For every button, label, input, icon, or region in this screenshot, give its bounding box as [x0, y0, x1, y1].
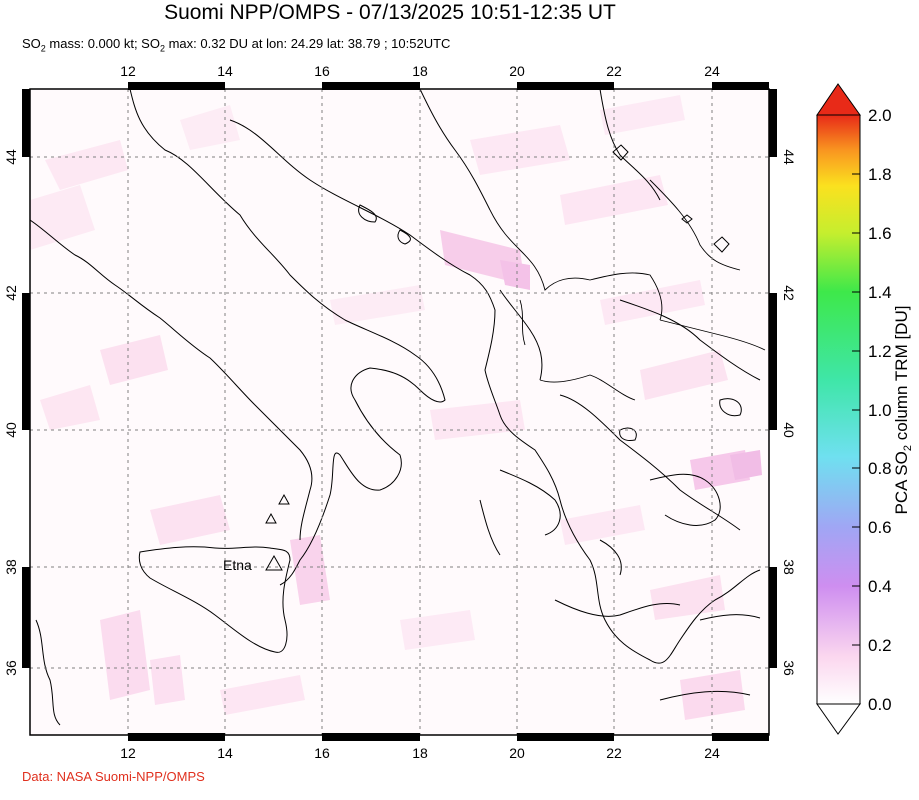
lat-tick-right: 36: [781, 660, 797, 676]
map-subtitle: SO2 mass: 0.000 kt; SO2 max: 0.32 DU at …: [22, 36, 451, 54]
colorbar-label: 0.2: [868, 636, 892, 655]
borders: [489, 179, 766, 401]
lon-tick-top: 22: [606, 63, 622, 79]
lon-tick-bottom: 24: [704, 745, 720, 761]
lon-tick-bottom: 22: [606, 745, 622, 761]
lat-tick-left: 44: [3, 149, 19, 165]
lat-ticks-right: 44 42 40 38 36: [781, 149, 797, 676]
volcano-marker-stromboli: [278, 493, 290, 505]
map-title: Suomi NPP/OMPS - 07/13/2025 10:51-12:35 …: [164, 1, 616, 24]
colorbar-bottom-arrow: [816, 703, 861, 735]
diamond-marker-c: [681, 214, 693, 224]
lon-tick-top: 18: [412, 63, 428, 79]
lon-tick-bottom: 12: [120, 745, 136, 761]
lat-ticks-left: 44 42 40 38 36: [3, 149, 19, 676]
colorbar-label: 0.8: [868, 459, 892, 478]
colorbar-label: 0.6: [868, 518, 892, 537]
lat-tick-left: 38: [3, 559, 19, 575]
lat-tick-right: 38: [781, 559, 797, 575]
data-credit: Data: NASA Suomi-NPP/OMPS: [22, 769, 205, 784]
colorbar-label: 0.0: [868, 695, 892, 714]
volcano-marker-vulcano: [265, 512, 277, 524]
lon-tick-bottom: 20: [509, 745, 525, 761]
lon-tick-bottom: 14: [217, 745, 233, 761]
colorbar-top-arrow: [816, 83, 861, 116]
colorbar-ticks: [852, 114, 860, 705]
volcano-label-etna: Etna: [223, 557, 252, 573]
frame-bars: [22, 82, 777, 741]
colorbar-label: 0.4: [868, 577, 892, 596]
so2-swaths: [30, 95, 762, 720]
colorbar: PCA SO2 column TRM [DU]: [816, 83, 914, 735]
lat-tick-right: 42: [781, 285, 797, 301]
diamond-marker-a: [612, 144, 629, 161]
diamond-marker-b: [713, 236, 730, 253]
colorbar-title: PCA SO2 column TRM [DU]: [892, 306, 914, 515]
lon-tick-bottom: 16: [314, 745, 330, 761]
coastlines: [30, 89, 761, 726]
colorbar-label: 1.4: [868, 283, 892, 302]
volcano-marker-etna: [265, 554, 283, 571]
colorbar-label: 1.6: [868, 224, 892, 243]
lat-tick-right: 44: [781, 149, 797, 165]
colorbar-label: 1.0: [868, 401, 892, 420]
volcano-markers: [265, 144, 730, 571]
lat-tick-right: 40: [781, 422, 797, 438]
colorbar-label: 1.8: [868, 165, 892, 184]
colorbar-label: 1.2: [868, 342, 892, 361]
lon-tick-top: 24: [704, 63, 720, 79]
lat-tick-left: 42: [3, 285, 19, 301]
lat-tick-left: 36: [3, 660, 19, 676]
lon-ticks-bottom: 12 14 16 18 20 22 24: [120, 745, 720, 761]
gridlines: [30, 89, 769, 735]
lon-tick-top: 16: [314, 63, 330, 79]
lat-tick-left: 40: [3, 422, 19, 438]
lon-tick-top: 20: [509, 63, 525, 79]
lon-tick-top: 14: [217, 63, 233, 79]
lon-tick-bottom: 18: [412, 745, 428, 761]
lon-tick-top: 12: [120, 63, 136, 79]
colorbar-label: 2.0: [868, 106, 892, 125]
lon-ticks-top: 12 14 16 18 20 22 24: [120, 63, 720, 79]
